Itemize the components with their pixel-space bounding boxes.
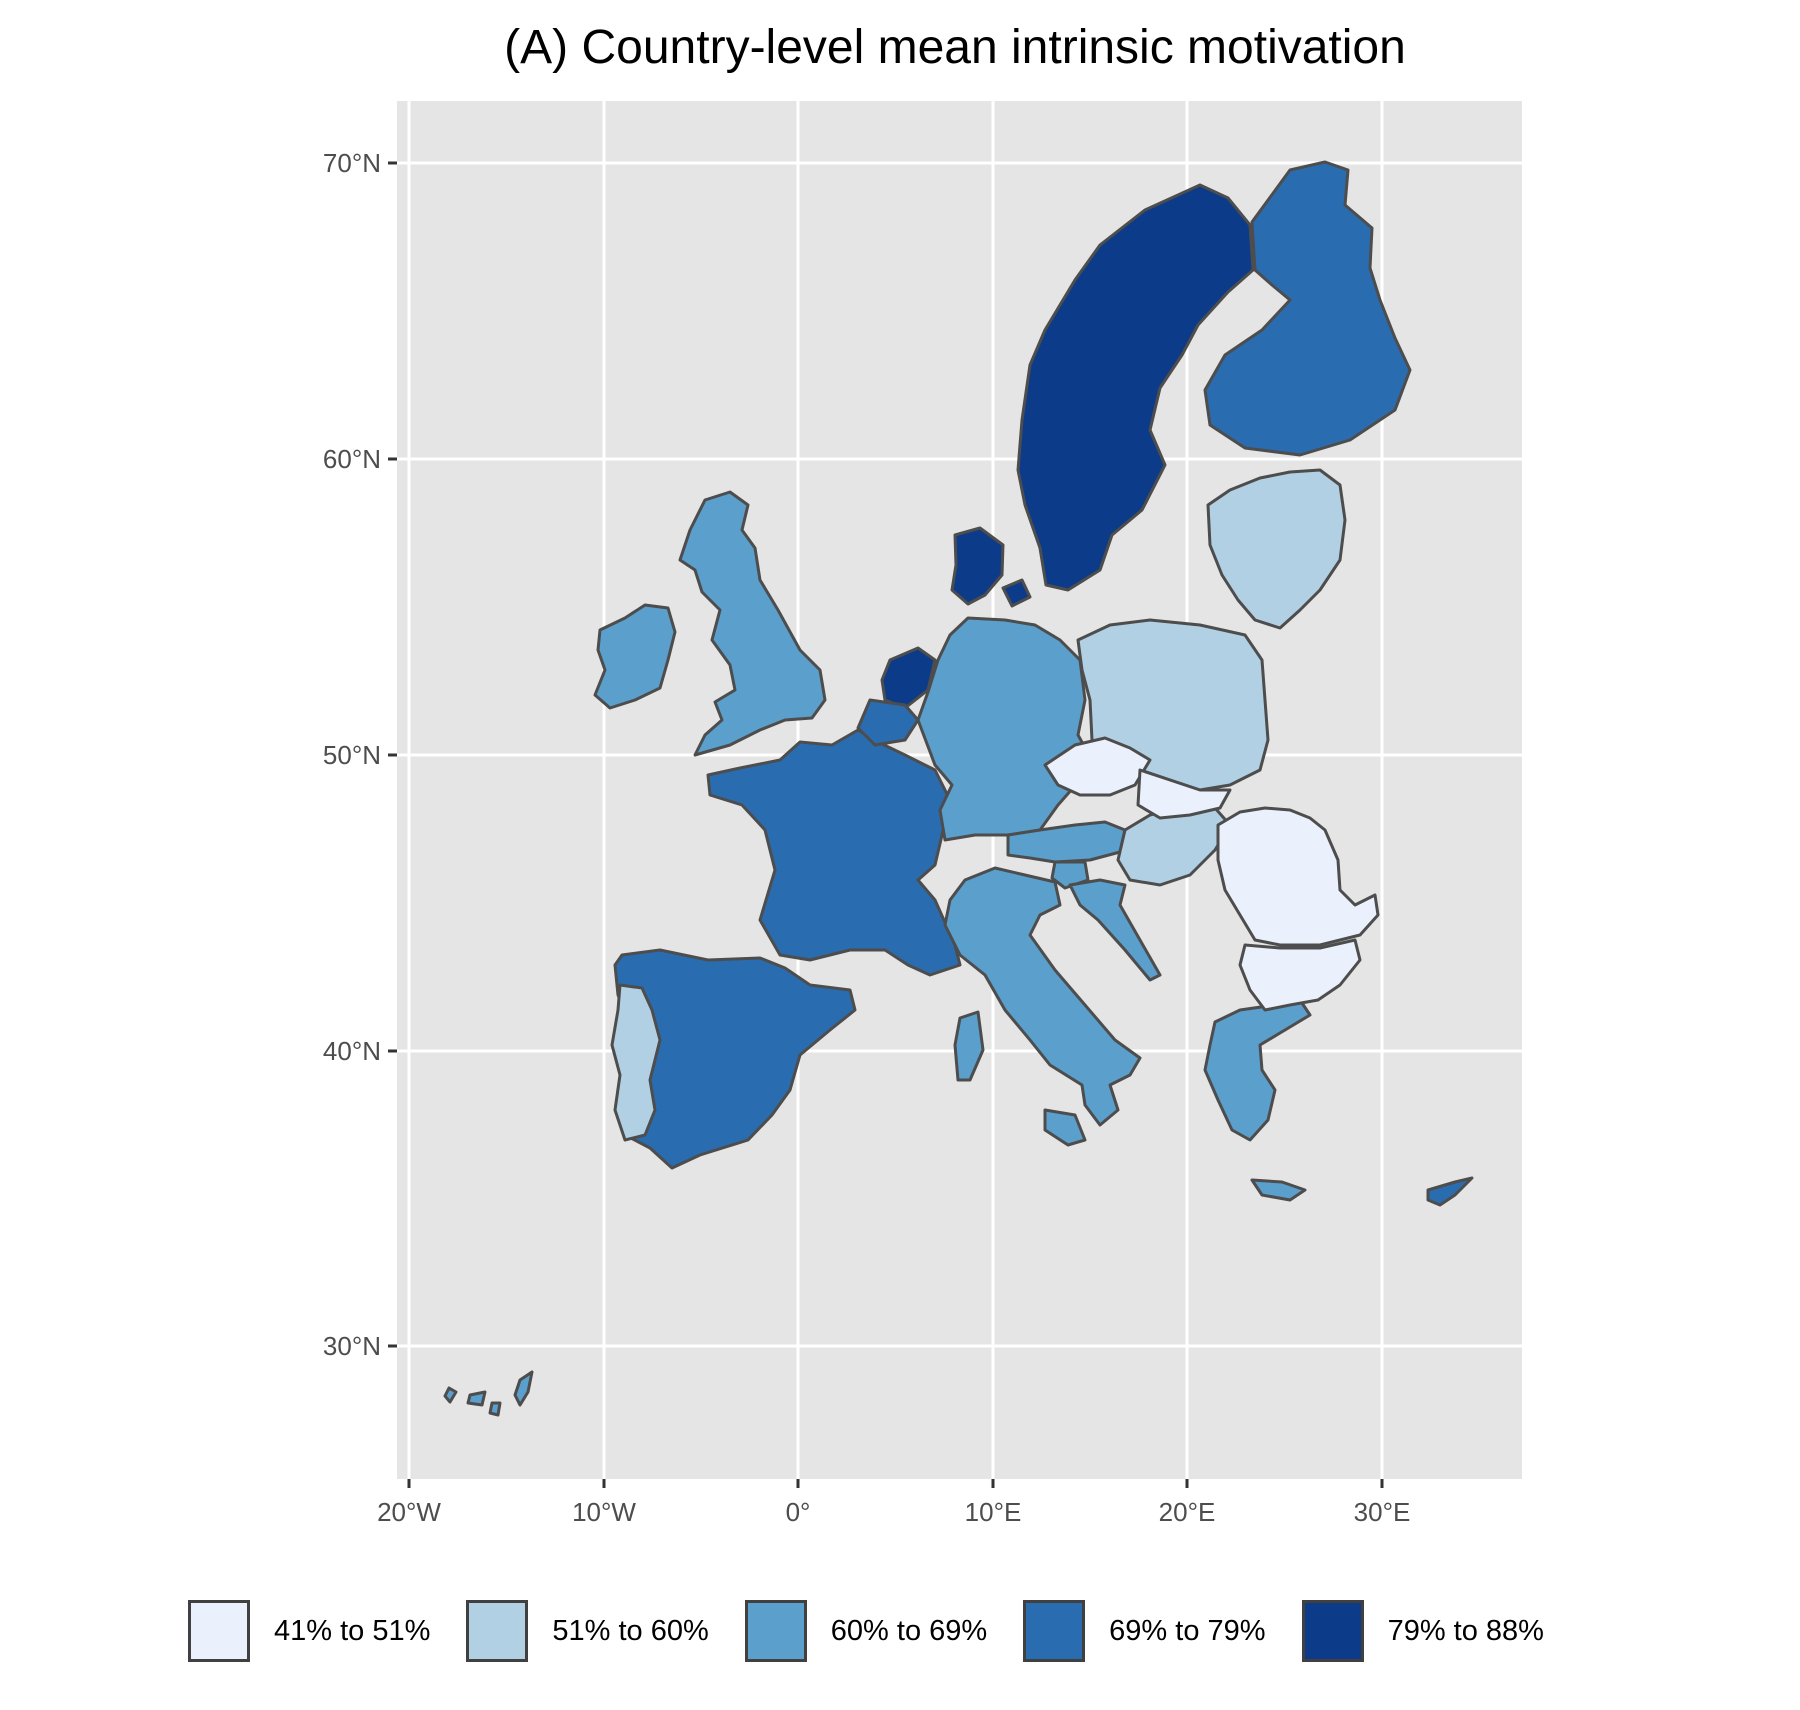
legend-item: 60% to 69% (744, 1600, 988, 1662)
region-italy (943, 866, 1142, 1147)
legend-label: 79% to 88% (1387, 1614, 1544, 1647)
axes: 20°W 10°W 0° 10°E 20°E 30°E 70°N 60°N 50°N 40°N 30… (323, 148, 1410, 1527)
y-tick-label: 60°N (323, 444, 381, 474)
x-tick-label: 20°E (1159, 1497, 1216, 1527)
region-france (706, 728, 962, 977)
legend-item: 79% to 88% (1301, 1600, 1544, 1662)
legend-label: 51% to 60% (552, 1614, 709, 1647)
region-canary-islands (443, 1370, 534, 1417)
region-ireland (593, 603, 677, 710)
legend-swatch (744, 1600, 807, 1662)
regions (443, 160, 1474, 1417)
x-tick-label: 10°E (965, 1497, 1022, 1527)
region-sweden (1016, 183, 1255, 592)
map-plot: 20°W 10°W 0° 10°E 20°E 30°E 70°N 60°N 50°N 40°N 30… (323, 101, 1522, 1527)
legend-item: 51% to 60% (466, 1600, 709, 1662)
legend-item: 69% to 79% (1023, 1600, 1266, 1662)
region-baltics (1206, 468, 1347, 630)
region-united-kingdom (678, 490, 827, 757)
legend-swatch (1301, 1600, 1364, 1662)
region-portugal (610, 983, 662, 1142)
legend-item: 41% to 51% (188, 1600, 430, 1662)
x-tick-label: 30°E (1354, 1497, 1411, 1527)
y-tick-label: 70°N (323, 148, 381, 178)
x-tick-label: 0° (786, 1497, 811, 1527)
y-tick-label: 30°N (323, 1331, 381, 1361)
legend-swatch (466, 1600, 529, 1662)
x-tick-label: 20°W (377, 1497, 441, 1527)
y-tick-label: 40°N (323, 1036, 381, 1066)
region-croatia (1068, 878, 1162, 982)
legend-swatch (188, 1600, 250, 1662)
region-denmark (950, 526, 1032, 608)
region-bulgaria (1238, 938, 1362, 1012)
y-tick-label: 50°N (323, 740, 381, 770)
legend-label: 41% to 51% (274, 1614, 431, 1647)
region-romania (1216, 806, 1380, 947)
map-title: (A) Country-level mean intrinsic motivat… (504, 21, 1406, 74)
x-tick-label: 10°W (572, 1497, 636, 1527)
legend-swatch (1023, 1600, 1086, 1662)
region-belgium (856, 698, 920, 747)
region-slovakia (1136, 768, 1232, 820)
legend-label: 60% to 69% (830, 1614, 988, 1647)
region-netherlands (880, 646, 937, 710)
legend: 41% to 51% 51% to 60% 60% to 69% 69% to 79%… (188, 1600, 1580, 1662)
legend-label: 69% to 79% (1109, 1614, 1266, 1647)
region-finland (1203, 160, 1412, 457)
region-cyprus (1426, 1176, 1474, 1207)
